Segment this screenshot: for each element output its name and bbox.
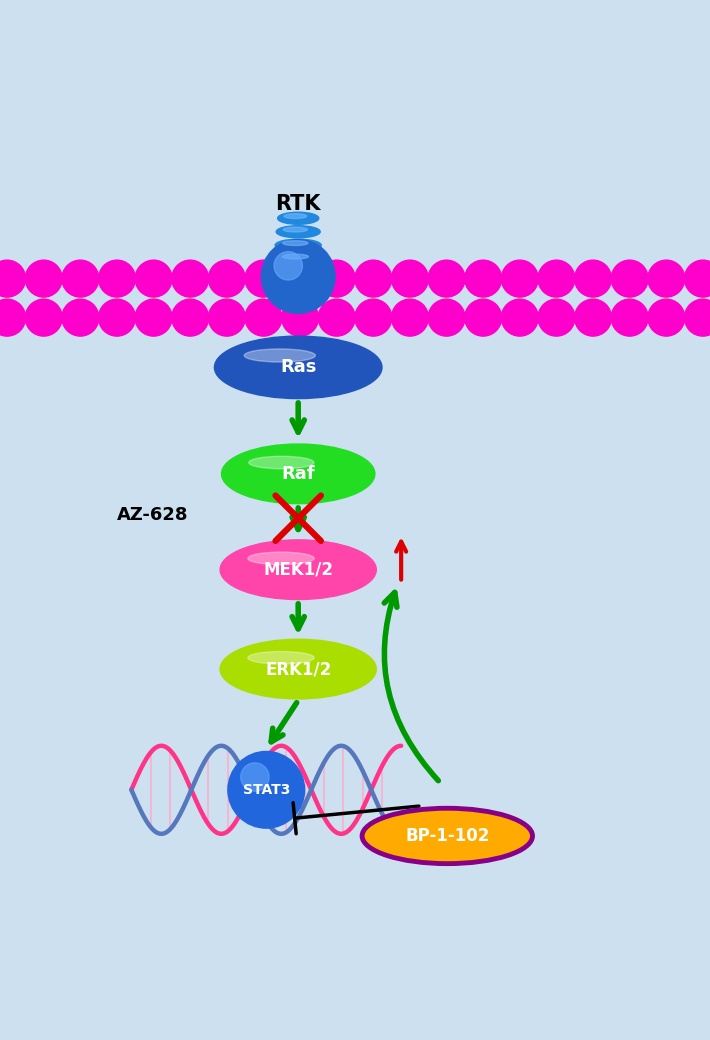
- Circle shape: [538, 260, 575, 297]
- Circle shape: [574, 300, 611, 336]
- Circle shape: [391, 300, 428, 336]
- Text: ERK1/2: ERK1/2: [265, 660, 332, 678]
- Circle shape: [648, 300, 684, 336]
- Ellipse shape: [283, 227, 307, 232]
- Ellipse shape: [284, 213, 307, 218]
- Text: STAT3: STAT3: [243, 783, 290, 797]
- Circle shape: [241, 762, 269, 791]
- Circle shape: [465, 260, 502, 297]
- FancyArrowPatch shape: [384, 593, 438, 781]
- Ellipse shape: [276, 226, 320, 238]
- Ellipse shape: [220, 640, 376, 699]
- Circle shape: [245, 300, 282, 336]
- Circle shape: [99, 300, 136, 336]
- Circle shape: [99, 260, 136, 297]
- Text: RTK: RTK: [275, 194, 321, 214]
- Ellipse shape: [244, 348, 315, 362]
- Circle shape: [648, 260, 684, 297]
- Circle shape: [611, 260, 648, 297]
- Circle shape: [261, 239, 335, 313]
- Circle shape: [135, 300, 172, 336]
- Circle shape: [245, 260, 282, 297]
- Ellipse shape: [248, 457, 314, 469]
- Circle shape: [391, 260, 428, 297]
- Circle shape: [501, 260, 538, 297]
- Circle shape: [172, 260, 209, 297]
- Circle shape: [172, 300, 209, 336]
- Ellipse shape: [283, 240, 308, 245]
- Text: Raf: Raf: [281, 465, 315, 483]
- Circle shape: [501, 300, 538, 336]
- Circle shape: [26, 260, 62, 297]
- Circle shape: [355, 260, 392, 297]
- Circle shape: [538, 300, 575, 336]
- Circle shape: [62, 300, 99, 336]
- Ellipse shape: [274, 253, 322, 265]
- Text: AZ-628: AZ-628: [117, 505, 188, 524]
- Circle shape: [465, 300, 502, 336]
- Ellipse shape: [214, 336, 382, 398]
- Ellipse shape: [248, 651, 315, 664]
- Circle shape: [0, 260, 26, 297]
- Circle shape: [318, 300, 355, 336]
- Circle shape: [428, 260, 465, 297]
- Circle shape: [318, 260, 355, 297]
- Circle shape: [208, 300, 245, 336]
- Text: MEK1/2: MEK1/2: [263, 561, 333, 578]
- Circle shape: [684, 260, 710, 297]
- Circle shape: [574, 260, 611, 297]
- Circle shape: [62, 260, 99, 297]
- Circle shape: [428, 300, 465, 336]
- Ellipse shape: [283, 254, 308, 259]
- Circle shape: [135, 260, 172, 297]
- Circle shape: [26, 300, 62, 336]
- Circle shape: [208, 260, 245, 297]
- Ellipse shape: [278, 212, 319, 225]
- Circle shape: [355, 300, 392, 336]
- Ellipse shape: [275, 239, 321, 252]
- Ellipse shape: [220, 540, 376, 599]
- Circle shape: [274, 252, 302, 280]
- Circle shape: [282, 300, 319, 336]
- Circle shape: [684, 300, 710, 336]
- Text: BP-1-102: BP-1-102: [405, 827, 489, 844]
- Circle shape: [282, 260, 319, 297]
- Circle shape: [0, 300, 26, 336]
- Text: Ras: Ras: [280, 359, 317, 376]
- Ellipse shape: [362, 808, 532, 863]
- Ellipse shape: [248, 552, 315, 565]
- Circle shape: [228, 752, 305, 828]
- Circle shape: [611, 300, 648, 336]
- Ellipse shape: [222, 444, 375, 503]
